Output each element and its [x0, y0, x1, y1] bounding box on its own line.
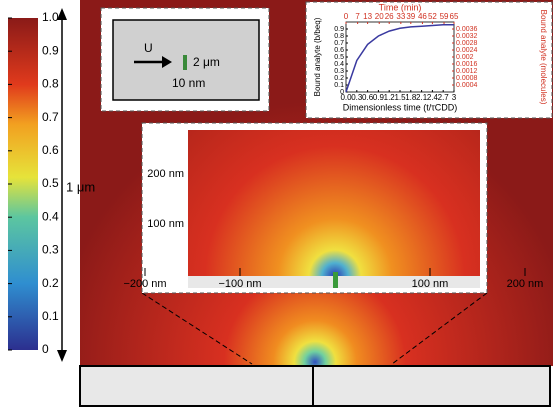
zoom-y-label: 100 nm — [147, 218, 184, 230]
zoom-line — [391, 292, 488, 365]
y2-tick-label: 0.0028 — [456, 40, 478, 47]
y-tick-label: 0.8 — [334, 33, 344, 40]
x2-tick-label: 52 — [428, 12, 437, 21]
colorbar-tick-label: 0.5 — [42, 176, 59, 190]
x2-tick-label: 46 — [418, 12, 427, 21]
y-tick-label: 0 — [340, 89, 344, 96]
colorbar — [8, 18, 38, 350]
zoom-x-label: −100 nm — [218, 278, 261, 290]
zoom-x-label: 200 nm — [507, 278, 544, 290]
x-tick-label: 0.0 — [340, 93, 352, 102]
flow-arrowhead — [162, 56, 172, 68]
inset-box — [305, 1, 553, 119]
zoom-line — [141, 292, 253, 365]
flow-label: U — [144, 41, 153, 55]
y-tick-label: 0.9 — [334, 26, 344, 33]
colorbar-tick-label: 0.9 — [42, 43, 59, 57]
length-label: 2 μm — [193, 55, 220, 69]
x-tick-label: 2.7 — [438, 93, 450, 102]
substrate — [312, 365, 551, 407]
x-tick-label: 0.6 — [362, 93, 374, 102]
x2-tick-label: 59 — [440, 12, 449, 21]
y2-axis-label: Bound analyte (molecules) — [539, 10, 548, 105]
x-tick-label: 2.4 — [427, 93, 439, 102]
y-tick-label: 0.4 — [334, 61, 344, 68]
colorbar-tick-label: 1.0 — [42, 10, 59, 24]
y2-tick-label: 0.0008 — [456, 75, 478, 82]
y-tick-label: 0.1 — [334, 82, 344, 89]
colorbar-tick-label: 0.4 — [42, 209, 59, 223]
zoom-border — [141, 122, 488, 294]
y-axis-label: Bound analyte (b/beq) — [313, 17, 322, 96]
y2-tick-label: 0.0016 — [456, 61, 478, 68]
y2-tick-label: 0.0012 — [456, 68, 478, 75]
x2-tick-label: 26 — [385, 12, 394, 21]
series-line — [345, 24, 454, 93]
colorbar-tick-label: 0.8 — [42, 77, 59, 91]
colorbar-tick-label: 0.2 — [42, 276, 59, 290]
x2-tick-label: 33 — [396, 12, 405, 21]
zoom-x-label: −200 nm — [123, 278, 166, 290]
colorbar-tick-label: 0.6 — [42, 143, 59, 157]
colorbar-tick-label: 0 — [42, 342, 49, 356]
x-tick-label: 3 — [452, 93, 457, 102]
substrate — [79, 365, 314, 407]
x2-tick-label: 20 — [375, 12, 384, 21]
nanowire — [333, 272, 338, 288]
x2-tick-label: 0 — [344, 12, 349, 21]
x2-axis-label: Time (min) — [379, 2, 422, 12]
nanowire — [183, 55, 187, 70]
y-tick-label: 0.6 — [334, 47, 344, 54]
colorbar-tick-label: 0.1 — [42, 309, 59, 323]
y-tick-label: 0.2 — [334, 75, 344, 82]
x-axis-label: Dimensionless time (t/τCDD) — [343, 102, 458, 112]
width-label: 10 nm — [172, 76, 205, 90]
x-tick-label: 1.8 — [405, 93, 417, 102]
x-tick-label: 1.5 — [394, 93, 406, 102]
y-tick-label: 0.3 — [334, 68, 344, 75]
y2-tick-label: 0.0032 — [456, 33, 478, 40]
colorbar-tick-label: 0.7 — [42, 110, 59, 124]
y2-tick-label: 0.0036 — [456, 26, 478, 33]
zoom-heatmap — [188, 130, 480, 276]
x2-tick-label: 13 — [363, 12, 372, 21]
y-tick-label: 0.5 — [334, 54, 344, 61]
y2-tick-label: 0.0024 — [456, 47, 478, 54]
x2-tick-label: 65 — [450, 12, 459, 21]
scale-label: 1 μm — [66, 179, 95, 194]
x2-tick-label: 7 — [355, 12, 360, 21]
y2-tick-label: 0.002 — [456, 54, 474, 61]
y2-tick-label: 0.0004 — [456, 82, 478, 89]
y-tick-label: 0.7 — [334, 40, 344, 47]
x-tick-label: 0.9 — [373, 93, 385, 102]
zoom-x-label: 100 nm — [412, 278, 449, 290]
colorbar-tick-label: 0.3 — [42, 243, 59, 257]
x-tick-label: 2.1 — [416, 93, 428, 102]
x-tick-label: 1.2 — [384, 93, 396, 102]
x2-tick-label: 39 — [406, 12, 415, 21]
zoom-y-label: 200 nm — [147, 168, 184, 180]
x-tick-label: 0.3 — [351, 93, 363, 102]
